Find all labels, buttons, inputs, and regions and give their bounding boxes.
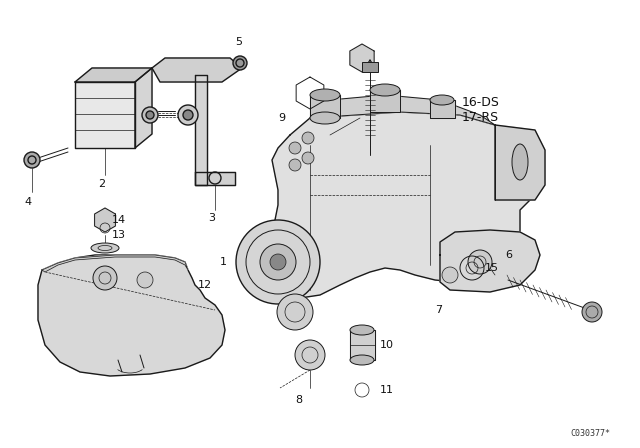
Text: 8: 8: [295, 395, 302, 405]
Ellipse shape: [468, 250, 492, 274]
Ellipse shape: [370, 84, 400, 96]
Ellipse shape: [302, 152, 314, 164]
Ellipse shape: [24, 152, 40, 168]
Polygon shape: [495, 125, 545, 200]
Text: 16-DS
17-RS: 16-DS 17-RS: [462, 96, 500, 124]
Polygon shape: [350, 330, 375, 360]
Ellipse shape: [289, 159, 301, 171]
Polygon shape: [440, 230, 540, 292]
Text: 1: 1: [220, 257, 227, 267]
Text: 9: 9: [278, 113, 285, 123]
Ellipse shape: [277, 294, 313, 330]
Text: 11: 11: [380, 385, 394, 395]
Text: 6: 6: [505, 250, 512, 260]
Text: 10: 10: [380, 340, 394, 350]
Ellipse shape: [91, 243, 119, 253]
Polygon shape: [430, 100, 455, 118]
Polygon shape: [152, 58, 242, 82]
Polygon shape: [310, 95, 495, 125]
Polygon shape: [75, 82, 135, 148]
Ellipse shape: [430, 95, 454, 105]
Ellipse shape: [442, 267, 458, 283]
Polygon shape: [365, 60, 375, 68]
Bar: [362, 62, 378, 72]
Ellipse shape: [93, 266, 117, 290]
Polygon shape: [75, 68, 152, 82]
Ellipse shape: [350, 355, 374, 365]
Polygon shape: [195, 75, 207, 185]
Ellipse shape: [295, 340, 325, 370]
Ellipse shape: [183, 110, 193, 120]
Polygon shape: [265, 112, 540, 298]
Ellipse shape: [142, 107, 158, 123]
Text: 15: 15: [485, 263, 499, 273]
Text: 14: 14: [112, 215, 126, 225]
Ellipse shape: [137, 272, 153, 288]
Ellipse shape: [512, 144, 528, 180]
Ellipse shape: [289, 142, 301, 154]
Ellipse shape: [310, 112, 340, 124]
Text: 12: 12: [198, 280, 212, 290]
Text: 4: 4: [24, 197, 31, 207]
Ellipse shape: [302, 132, 314, 144]
Ellipse shape: [270, 254, 286, 270]
Ellipse shape: [236, 220, 320, 304]
Polygon shape: [195, 172, 235, 185]
Text: 5: 5: [235, 37, 242, 47]
Ellipse shape: [233, 56, 247, 70]
Ellipse shape: [582, 302, 602, 322]
Polygon shape: [42, 255, 188, 272]
Polygon shape: [310, 95, 340, 118]
Ellipse shape: [146, 111, 154, 119]
Ellipse shape: [310, 89, 340, 101]
Ellipse shape: [178, 105, 198, 125]
Text: 7: 7: [435, 305, 442, 315]
Ellipse shape: [260, 244, 296, 280]
Text: C030377*: C030377*: [570, 429, 610, 438]
Polygon shape: [370, 90, 400, 112]
Polygon shape: [95, 208, 115, 232]
Text: 3: 3: [208, 213, 215, 223]
Polygon shape: [350, 44, 374, 72]
Ellipse shape: [350, 325, 374, 335]
Text: 2: 2: [98, 179, 105, 189]
Polygon shape: [38, 255, 225, 376]
Polygon shape: [135, 68, 152, 148]
Text: 13: 13: [112, 230, 126, 240]
